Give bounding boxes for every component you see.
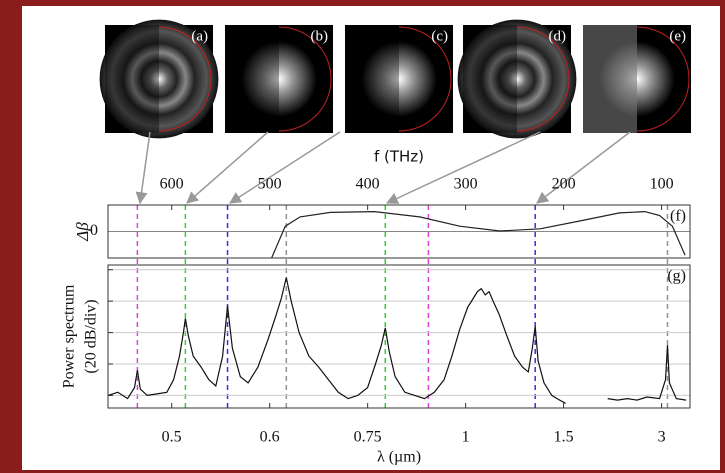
image-label: (c) [431,28,448,44]
axes-box [107,264,691,409]
x-tick-label: 0.5 [162,429,182,446]
image-arc [158,26,212,132]
image-label: (b) [311,28,329,44]
image-arc [516,26,570,132]
plot: 0 600 500 400 300 200 100 (f) f (THz) Δβ 0.5 0.6 0.7… [61,148,691,466]
series-line [271,210,686,259]
axes-box [107,204,691,259]
arrow [385,131,541,204]
arrow [186,131,269,204]
images: (a) (b) (c) (d) (e) [99,19,691,139]
image-half [345,25,399,133]
image-label: (a) [191,28,208,44]
arrow [228,131,341,204]
x-tick-label: 0.75 [354,429,382,446]
image-half [105,25,159,133]
x-tick-label: 100 [650,176,674,193]
x-axis-title: f (THz) [374,148,424,166]
x-tick-label: 500 [258,176,282,193]
image-arc [278,26,332,132]
image-spot [241,41,317,117]
x-tick-label: 3 [658,429,666,446]
x-tick-label: 1 [462,429,470,446]
image-spot [457,19,577,139]
arrow [536,131,631,204]
x-tick-label: 300 [454,176,478,193]
image-arc [398,26,452,132]
image-arc [636,26,690,132]
x-tick-label: 600 [160,176,184,193]
arrow [135,131,151,205]
image-half [463,25,517,133]
arrows [135,131,631,205]
y-axis-title: Δβ [73,222,92,242]
x-tick-label: 0.6 [260,429,280,446]
image-label: (e) [669,28,686,44]
y-axis-title: Power spectrum [61,284,78,388]
x-tick-label: 400 [356,176,380,193]
x-tick-label: 200 [552,176,576,193]
image-half [583,25,637,133]
y-axis-title: (20 dB/div) [83,299,100,373]
image-spot [99,19,219,139]
panel-label: (g) [667,268,686,285]
x-tick-label: 1.5 [554,429,574,446]
panel-label: (f) [670,208,686,225]
series-line [107,277,687,404]
image-half [225,25,279,133]
y-tick-label: 0 [90,222,98,239]
x-axis-title: λ (µm) [377,449,421,466]
image-spot [361,41,437,117]
image-label: (d) [549,28,567,44]
